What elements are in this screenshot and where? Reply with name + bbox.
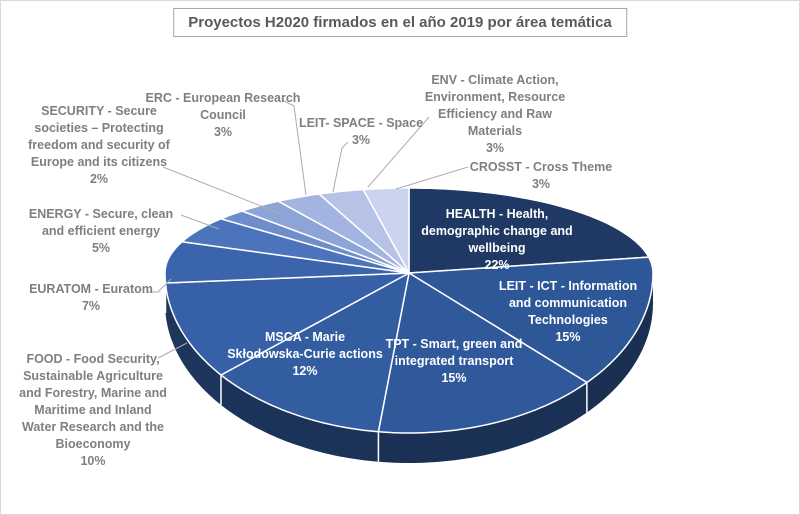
leader-line-energy [180, 214, 220, 230]
pie-slice-euratom[interactable] [164, 240, 410, 284]
pie-slice-msca-side [221, 375, 379, 462]
pie-slice-tpt-side [378, 382, 587, 463]
leader-line-food [157, 342, 188, 359]
pie-slice-msca[interactable] [220, 272, 410, 433]
pie-slice-leit-space[interactable] [277, 193, 410, 274]
chart-title: Proyectos H2020 firmados en el año 2019 … [173, 8, 627, 37]
pie-slice-food[interactable] [164, 272, 410, 376]
leader-line-env [367, 116, 430, 188]
leader-line-crosst [395, 166, 469, 190]
pie-slice-crosst[interactable] [362, 187, 410, 274]
leader-line-security [162, 166, 282, 215]
leader-line-erc [281, 99, 307, 196]
leader-line-euratom [148, 278, 172, 293]
pie-slice-security[interactable] [220, 210, 410, 274]
pie-slice-tpt[interactable] [377, 272, 588, 434]
pie-slice-leit-ict[interactable] [408, 256, 654, 384]
chart-title-text: Proyectos H2020 firmados en el año 2019 … [188, 14, 612, 31]
pie-slice-health[interactable] [408, 187, 650, 274]
pie-slice-energy[interactable] [181, 218, 410, 274]
leader-line-leit-space [332, 141, 349, 193]
pie-slice-food-side [165, 283, 221, 405]
pie-slice-leit-ict-side [586, 273, 653, 413]
pie-slice-env[interactable] [318, 188, 410, 274]
